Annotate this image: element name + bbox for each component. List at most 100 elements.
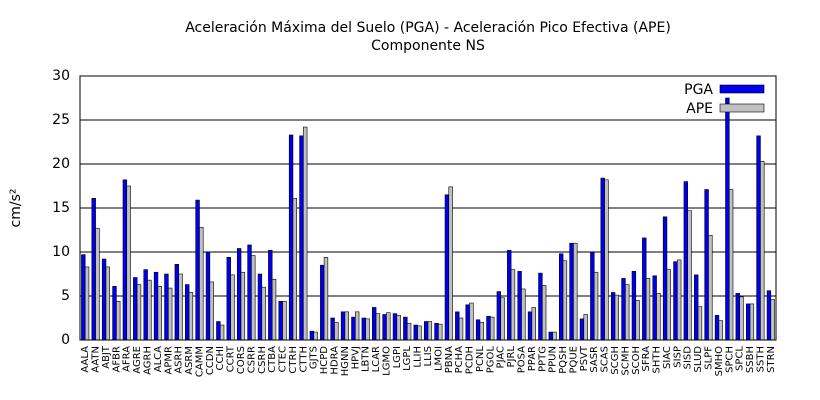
bar bbox=[205, 251, 211, 341]
bar bbox=[84, 266, 90, 341]
x-tick-label: CCDN bbox=[205, 346, 216, 375]
bar bbox=[136, 284, 142, 341]
bar bbox=[479, 322, 484, 341]
bar bbox=[219, 324, 225, 341]
bar bbox=[448, 186, 453, 341]
bar bbox=[770, 299, 775, 341]
bar bbox=[573, 242, 578, 341]
bar bbox=[552, 331, 557, 341]
bar bbox=[579, 318, 585, 341]
x-tick-label: ASRM bbox=[184, 346, 195, 375]
bar bbox=[195, 199, 200, 341]
bar bbox=[351, 316, 356, 341]
bar bbox=[455, 311, 460, 341]
x-tick-label: PBNA bbox=[444, 346, 455, 373]
bar bbox=[365, 318, 370, 341]
bar bbox=[635, 300, 640, 341]
bar bbox=[361, 317, 366, 341]
bar bbox=[590, 251, 595, 341]
x-tick-label: CCHI bbox=[215, 346, 226, 370]
y-tick-label: 20 bbox=[52, 156, 70, 172]
bar bbox=[230, 274, 235, 341]
x-tick-label: SLPF bbox=[703, 346, 714, 370]
bar bbox=[299, 135, 304, 341]
bar bbox=[666, 269, 671, 341]
x-tick-label: PPAR bbox=[527, 346, 538, 371]
y-tick-label: 5 bbox=[61, 288, 70, 304]
bar bbox=[344, 311, 349, 341]
x-tick-label: HDRA bbox=[330, 346, 341, 375]
legend-label: APE bbox=[686, 101, 713, 117]
bar bbox=[745, 303, 751, 341]
bar bbox=[621, 278, 626, 341]
bar bbox=[382, 314, 387, 341]
bar bbox=[303, 126, 308, 341]
bar bbox=[386, 312, 391, 341]
x-tick-label: SMHO bbox=[714, 346, 725, 376]
bar bbox=[143, 269, 148, 341]
x-tick-label: SISD bbox=[683, 346, 694, 370]
x-tick-label: PGOL bbox=[485, 346, 496, 374]
bar bbox=[766, 290, 772, 341]
bar bbox=[465, 304, 470, 341]
x-tick-label: AGRH bbox=[143, 346, 154, 375]
x-tick-label: CTRH bbox=[288, 346, 299, 374]
bar bbox=[396, 315, 401, 341]
x-tick-label: CTBA bbox=[267, 346, 278, 373]
x-tick-label: PCDH bbox=[465, 346, 476, 374]
bar bbox=[760, 161, 765, 341]
x-tick-label: PQSH bbox=[558, 346, 569, 374]
bar bbox=[625, 284, 630, 341]
bar bbox=[583, 314, 588, 341]
x-tick-label: SCGH bbox=[610, 346, 621, 375]
bar bbox=[569, 242, 574, 341]
bar bbox=[527, 311, 533, 341]
bar bbox=[188, 292, 194, 341]
x-tick-label: SISP bbox=[672, 346, 683, 368]
bar bbox=[257, 273, 263, 341]
bar bbox=[334, 322, 339, 341]
y-tick-label: 0 bbox=[61, 332, 70, 348]
bar bbox=[735, 293, 740, 341]
x-tick-label: HCPD bbox=[319, 346, 330, 375]
bar bbox=[438, 323, 443, 341]
x-tick-label: CTTH bbox=[298, 346, 309, 373]
y-tick-label: 30 bbox=[52, 68, 70, 84]
bar bbox=[354, 311, 360, 341]
x-tick-label: LBTN bbox=[361, 346, 372, 372]
bar bbox=[164, 273, 169, 341]
bar bbox=[236, 248, 242, 341]
x-tick-label: SCAS bbox=[600, 346, 611, 373]
bar bbox=[541, 285, 547, 341]
x-tick-label: PCNL bbox=[475, 346, 486, 372]
bar bbox=[718, 320, 723, 341]
bar bbox=[593, 271, 599, 341]
bar bbox=[251, 255, 256, 341]
bar bbox=[126, 185, 131, 341]
bar bbox=[614, 294, 620, 341]
bar bbox=[392, 313, 398, 341]
bar bbox=[475, 319, 481, 341]
bar bbox=[423, 321, 429, 341]
bar bbox=[417, 325, 422, 341]
bar bbox=[403, 316, 408, 341]
bar bbox=[562, 260, 568, 341]
bar bbox=[531, 307, 536, 341]
bar bbox=[517, 271, 522, 341]
x-tick-label: PPTG bbox=[537, 346, 548, 372]
bar bbox=[413, 324, 418, 341]
bar bbox=[510, 269, 516, 341]
bar bbox=[320, 264, 325, 341]
bar bbox=[340, 311, 346, 341]
bar bbox=[282, 300, 287, 341]
bar bbox=[645, 278, 651, 341]
bar bbox=[226, 256, 231, 341]
bar bbox=[486, 315, 491, 341]
x-tick-label: LLIH bbox=[413, 346, 424, 368]
x-tick-label: PJAC bbox=[496, 346, 507, 368]
x-tick-label: POSA bbox=[516, 346, 527, 373]
bar bbox=[538, 272, 543, 341]
x-tick-label: PSVT bbox=[579, 345, 590, 371]
bar bbox=[309, 330, 315, 341]
